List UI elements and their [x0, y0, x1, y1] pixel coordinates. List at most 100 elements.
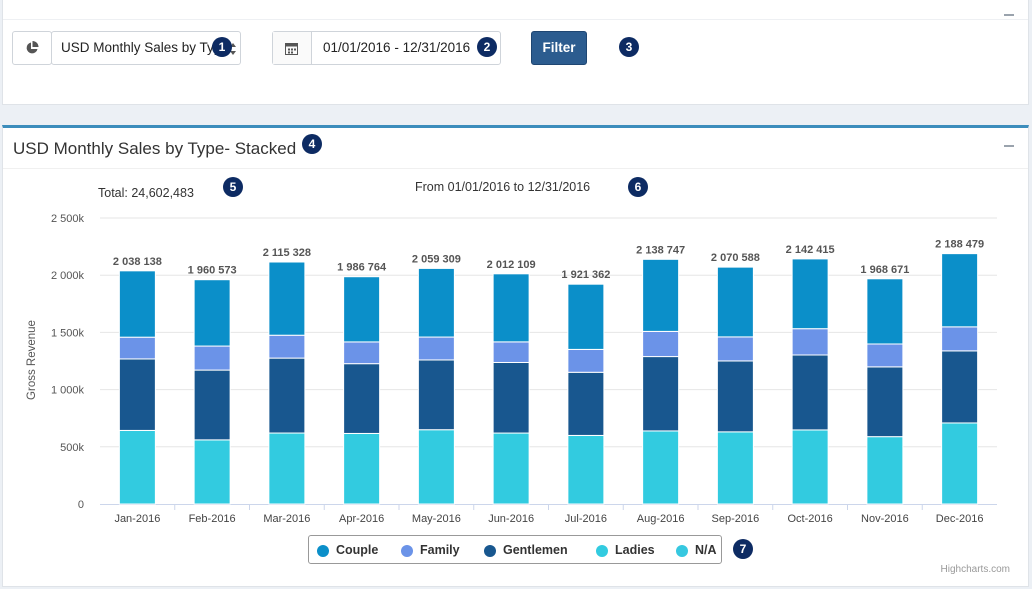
- annotation-badge-2: 2: [477, 37, 497, 57]
- bar-segment-ladies: [642, 430, 680, 505]
- bar-segment-family: [866, 343, 904, 368]
- panel-divider: [3, 19, 1028, 20]
- x-tick-label: Mar-2016: [263, 513, 310, 525]
- x-tick-label: Nov-2016: [861, 513, 909, 525]
- bar-total-label: 2 038 138: [113, 256, 162, 268]
- y-tick-label: 500k: [60, 442, 84, 454]
- collapse-chart-panel-button[interactable]: [1004, 145, 1014, 147]
- bar-segment-couple: [118, 270, 156, 338]
- bar-segment-couple: [791, 258, 829, 330]
- bar-segment-family: [268, 334, 306, 359]
- bar-total-label: 2 138 747: [636, 244, 685, 256]
- chart-type-button[interactable]: [12, 31, 52, 65]
- bar-segment-ladies: [492, 432, 530, 505]
- bar-segment-ladies: [791, 429, 829, 505]
- bar-segment-family: [941, 326, 979, 352]
- legend-label: Couple: [336, 543, 379, 557]
- bar-segment-ladies: [193, 439, 231, 505]
- calendar-addon: [273, 32, 312, 64]
- highcharts-credits[interactable]: Highcharts.com: [940, 564, 1010, 575]
- bar-segment-couple: [642, 258, 680, 332]
- bar-segment-gentlemen: [193, 369, 231, 441]
- legend-label: Gentlemen: [503, 543, 568, 557]
- bar-segment-family: [716, 336, 754, 362]
- bar-segment-couple: [417, 267, 455, 338]
- bar-total-label: 2 188 479: [935, 239, 984, 251]
- bar-segment-family: [193, 345, 231, 371]
- legend-marker: [401, 545, 413, 557]
- legend-marker: [484, 545, 496, 557]
- date-range-input[interactable]: 01/01/2016 - 12/31/2016: [272, 31, 501, 65]
- y-tick-label: 2 000k: [51, 270, 85, 282]
- bar-segment-ladies: [417, 429, 455, 505]
- y-tick-label: 0: [78, 499, 84, 511]
- x-tick-label: Jan-2016: [114, 513, 160, 525]
- annotation-badge-6: 6: [628, 177, 648, 197]
- bar-total-label: 1 986 764: [337, 262, 387, 274]
- report-select-value: USD Monthly Sales by Type: [61, 40, 216, 55]
- bar-total-label: 1 968 671: [860, 264, 909, 276]
- collapse-filter-panel-button[interactable]: [1004, 14, 1014, 16]
- x-tick-label: Sep-2016: [712, 513, 760, 525]
- bar-total-label: 1 960 573: [188, 265, 237, 277]
- bar-segment-family: [343, 341, 381, 365]
- bar-segment-ladies: [941, 422, 979, 505]
- filter-button[interactable]: Filter: [531, 31, 587, 65]
- bar-segment-gentlemen: [941, 350, 979, 424]
- bar-segment-gentlemen: [118, 358, 156, 431]
- bar-segment-ladies: [567, 434, 605, 505]
- bar-segment-gentlemen: [642, 356, 680, 432]
- bar-segment-family: [417, 336, 455, 361]
- x-tick-label: Jun-2016: [488, 513, 534, 525]
- y-tick-label: 2 500k: [51, 213, 85, 225]
- y-tick-label: 1 000k: [51, 385, 85, 397]
- bar-segment-family: [567, 348, 605, 373]
- page-title: USD Monthly Sales by Type- Stacked: [13, 139, 297, 158]
- bar-segment-ladies: [866, 436, 904, 505]
- bar-segment-gentlemen: [492, 361, 530, 434]
- bar-segment-couple: [343, 276, 381, 343]
- legend-marker: [676, 545, 688, 557]
- legend-marker: [596, 545, 608, 557]
- bar-total-label: 2 012 109: [487, 259, 536, 271]
- report-select[interactable]: USD Monthly Sales by Type: [51, 31, 241, 65]
- bar-segment-couple: [268, 261, 306, 336]
- chart-legend: Couple Family Gentlemen Ladies N/A: [308, 535, 722, 564]
- bar-total-label: 2 059 309: [412, 253, 461, 265]
- bar-segment-family: [642, 330, 680, 358]
- bar-segment-gentlemen: [268, 357, 306, 434]
- bar-segment-family: [492, 341, 530, 363]
- bar-segment-family: [791, 328, 829, 356]
- bar-total-label: 2 115 328: [263, 247, 311, 259]
- bar-segment-couple: [716, 266, 754, 338]
- bar-segment-couple: [941, 253, 979, 328]
- annotation-badge-5: 5: [223, 177, 243, 197]
- x-tick-label: Feb-2016: [189, 513, 236, 525]
- calendar-icon: [285, 43, 298, 55]
- bar-segment-gentlemen: [417, 359, 455, 431]
- x-tick-label: Dec-2016: [936, 513, 984, 525]
- x-tick-label: Apr-2016: [339, 513, 384, 525]
- bar-segment-gentlemen: [716, 360, 754, 433]
- annotation-badge-1: 1: [212, 37, 232, 57]
- bar-segment-family: [118, 336, 156, 360]
- x-tick-label: Oct-2016: [788, 513, 833, 525]
- date-range-value: 01/01/2016 - 12/31/2016: [323, 40, 471, 55]
- legend-label: N/A: [695, 543, 717, 557]
- bar-segment-gentlemen: [343, 363, 381, 434]
- pie-chart-icon: [26, 41, 39, 54]
- annotation-badge-7: 7: [733, 539, 753, 559]
- x-tick-label: Jul-2016: [565, 513, 607, 525]
- annotation-badge-4: 4: [302, 134, 322, 154]
- bar-total-label: 2 070 588: [711, 252, 760, 264]
- bar-segment-couple: [866, 278, 904, 345]
- bar-segment-gentlemen: [567, 371, 605, 436]
- date-range-label: From 01/01/2016 to 12/31/2016: [415, 180, 591, 194]
- bar-segment-couple: [492, 273, 530, 343]
- bar-segment-ladies: [716, 431, 754, 505]
- y-tick-label: 1 500k: [51, 327, 85, 339]
- total-label: Total: 24,602,483: [98, 186, 194, 200]
- bar-segment-ladies: [268, 432, 306, 505]
- x-tick-label: May-2016: [412, 513, 461, 525]
